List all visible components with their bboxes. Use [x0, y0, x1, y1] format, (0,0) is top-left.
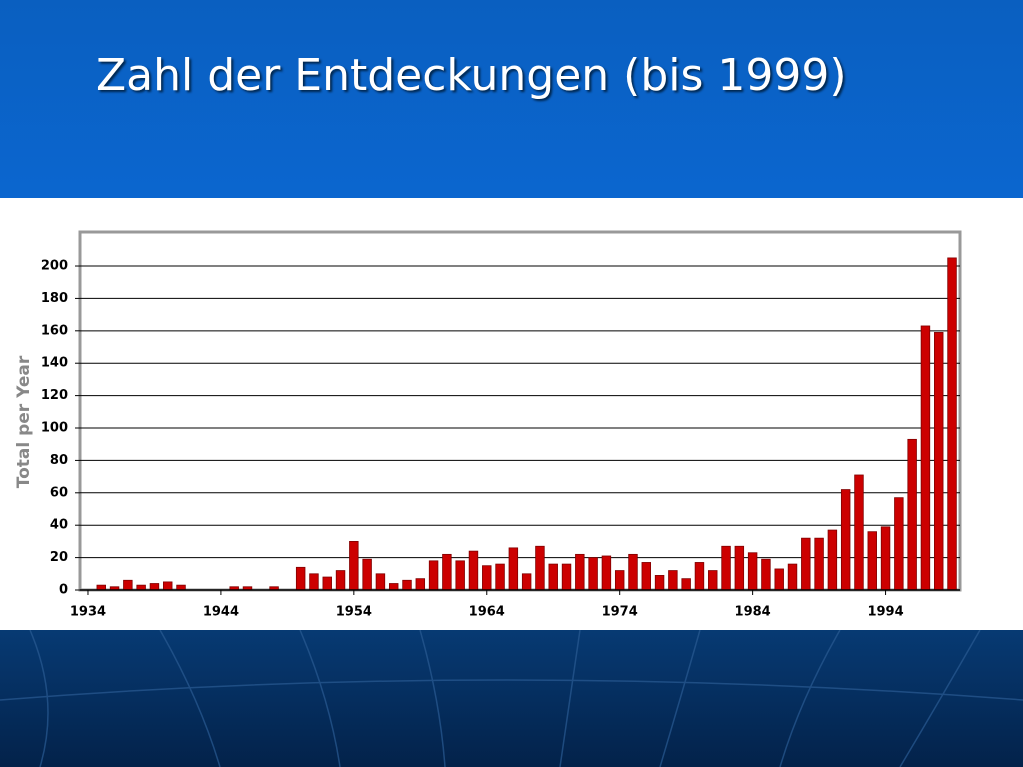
- bar: [734, 545, 745, 591]
- bar: [747, 552, 758, 591]
- bar: [455, 560, 465, 591]
- bar: [827, 529, 838, 591]
- x-tick-label: 1994: [867, 605, 903, 620]
- bar: [641, 562, 652, 591]
- y-tick-label: 160: [41, 323, 68, 338]
- bar: [867, 531, 877, 591]
- y-tick-label: 60: [50, 485, 68, 500]
- bar: [761, 558, 771, 591]
- bar: [335, 570, 346, 591]
- slide-title: Zahl der Entdeckungen (bis 1999): [96, 50, 847, 101]
- y-tick-label: 20: [50, 550, 68, 565]
- bar: [601, 555, 612, 591]
- bar: [349, 541, 359, 591]
- bar: [295, 566, 306, 591]
- bar: [654, 575, 665, 591]
- y-tick-label: 180: [41, 291, 68, 306]
- y-tick-label: 100: [41, 421, 68, 436]
- x-tick-label: 1984: [735, 605, 771, 620]
- bar: [163, 581, 173, 591]
- bar: [721, 545, 731, 591]
- y-tick-label: 200: [41, 259, 68, 274]
- bar: [482, 565, 492, 591]
- bar: [708, 570, 718, 591]
- bar: [362, 558, 372, 591]
- bar: [668, 570, 678, 591]
- y-tick-label: 140: [41, 356, 68, 371]
- bar: [388, 583, 399, 591]
- plot-area: 0 20 40 60 80 100 120 140 160 180 200 1934 1944 1954 1…: [41, 230, 962, 620]
- x-tick-label: 1974: [602, 605, 638, 620]
- bar: [628, 553, 638, 591]
- bar: [428, 560, 439, 591]
- y-tick-label: 0: [59, 583, 68, 598]
- x-tick-label: 1954: [336, 605, 372, 620]
- y-tick-label: 40: [50, 518, 68, 533]
- bar: [588, 557, 598, 591]
- bar: [801, 537, 811, 591]
- bar: [854, 474, 864, 591]
- bar: [614, 570, 625, 591]
- bar: [681, 578, 691, 591]
- bar: [894, 497, 904, 591]
- x-tick-label: 1964: [469, 605, 505, 620]
- bar: [149, 583, 160, 591]
- x-tick-label: 1934: [70, 605, 106, 620]
- bar: [774, 568, 784, 591]
- bar: [535, 545, 545, 591]
- bar: [123, 579, 133, 591]
- bar: [508, 547, 519, 591]
- bar: [787, 563, 798, 591]
- bar: [934, 332, 944, 591]
- y-tick-label: 120: [41, 388, 68, 403]
- bar: [907, 438, 917, 591]
- bar: [840, 489, 851, 591]
- bar: [548, 563, 558, 591]
- bar: [880, 526, 891, 591]
- footer-background: [0, 630, 1023, 767]
- bar: [575, 553, 585, 591]
- footer-pattern: [0, 629, 1023, 767]
- bar: [920, 325, 931, 591]
- bar: [468, 550, 479, 591]
- y-axis-label: Total per Year: [14, 355, 34, 488]
- header-background: [0, 0, 1023, 198]
- bar: [814, 537, 824, 591]
- bar: [521, 573, 532, 591]
- bar: [442, 553, 452, 591]
- bar: [694, 562, 705, 591]
- bar: [415, 578, 426, 591]
- x-tick-label: 1944: [203, 605, 239, 620]
- bar: [322, 576, 332, 591]
- y-tick-label: 80: [50, 453, 68, 468]
- bar: [402, 579, 412, 591]
- bar: [495, 563, 505, 591]
- plot-frame: [78, 230, 962, 592]
- bar: [375, 573, 386, 591]
- bar: [561, 563, 572, 591]
- bar: [947, 257, 957, 591]
- bar: [309, 573, 319, 591]
